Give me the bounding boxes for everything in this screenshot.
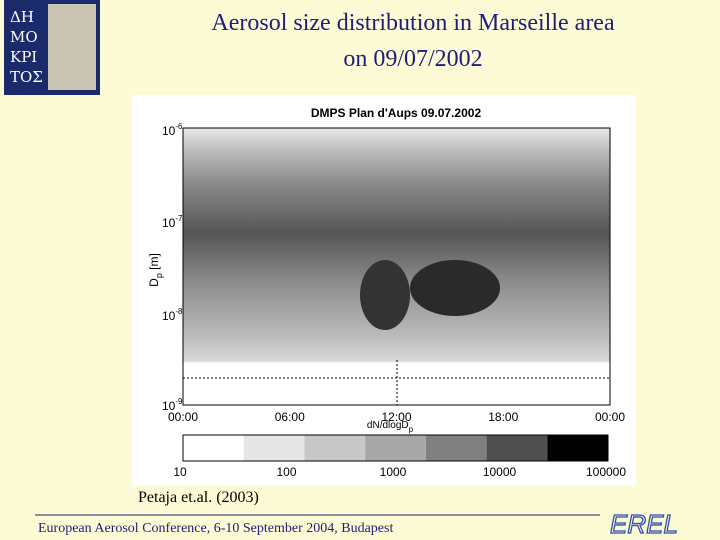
x-tick-label: 12:00 — [381, 410, 411, 424]
y-label-sub: p — [154, 273, 164, 278]
y-tick-base: 10 — [162, 399, 176, 413]
caption: Petaja et.al. (2003) — [138, 489, 259, 506]
colorbar-label: dN/dlogDp — [367, 420, 414, 434]
contour-blob — [410, 260, 500, 316]
y-label-main: D — [147, 278, 161, 287]
y-tick-label: 10-6 — [162, 122, 183, 138]
y-tick-base: 10 — [162, 216, 176, 230]
y-tick-label: 10-7 — [162, 214, 183, 230]
title-line: on 09/07/2002 — [343, 46, 482, 72]
title-line: Aerosol size distribution in Marseille a… — [211, 10, 615, 36]
logo-text: ΔΗ ΜΟ ΚΡΙ ΤΟΣ — [10, 8, 43, 86]
x-tick-label: 00:00 — [168, 410, 198, 424]
y-label-unit: [m] — [147, 253, 161, 273]
y-tick-exp: -8 — [175, 307, 183, 316]
y-label: Dp [m] — [147, 253, 164, 287]
colorbar-label-sub: p — [409, 425, 414, 434]
logo-line: ΔΗ — [10, 8, 34, 26]
colorbar-swatch — [243, 435, 305, 461]
contour-blob — [360, 260, 410, 330]
y-tick-exp: -7 — [175, 214, 183, 223]
logo-line: ΚΡΙ — [10, 48, 37, 66]
colorbar-swatch — [486, 435, 548, 461]
x-tick-label: 18:00 — [488, 410, 518, 424]
colorbar-swatch — [304, 435, 366, 461]
y-tick-base: 10 — [162, 124, 176, 138]
y-tick-label: 10-9 — [162, 397, 183, 413]
colorbar-swatch — [425, 435, 487, 461]
colorbar-tick-label: 100 — [276, 465, 296, 479]
colorbar-label-main: dN/dlogD — [367, 420, 409, 431]
footer-logo: EREL — [610, 509, 678, 539]
footer-text: European Aerosol Conference, 6-10 Septem… — [38, 521, 393, 536]
figure-title: DMPS Plan d'Aups 09.07.2002 — [311, 106, 482, 120]
colorbar-swatch — [365, 435, 426, 461]
colorbar-frame — [182, 434, 609, 462]
colorbar-tick-label: 10 — [173, 465, 187, 479]
x-tick-label: 00:00 — [595, 410, 625, 424]
y-tick-exp: -9 — [175, 397, 183, 406]
colorbar-tick-label: 100000 — [586, 465, 626, 479]
logo-line: ΤΟΣ — [10, 68, 43, 86]
colorbar-swatch — [547, 435, 608, 461]
x-tick-label: 06:00 — [275, 410, 305, 424]
colorbar-tick-label: 10000 — [483, 465, 517, 479]
logo-bust — [48, 4, 96, 90]
y-tick-exp: -6 — [175, 122, 183, 131]
y-tick-base: 10 — [162, 309, 176, 323]
y-tick-label: 10-8 — [162, 307, 183, 323]
colorbar-swatch — [183, 435, 244, 461]
logo-line: ΜΟ — [10, 28, 38, 46]
colorbar-tick-label: 1000 — [380, 465, 407, 479]
